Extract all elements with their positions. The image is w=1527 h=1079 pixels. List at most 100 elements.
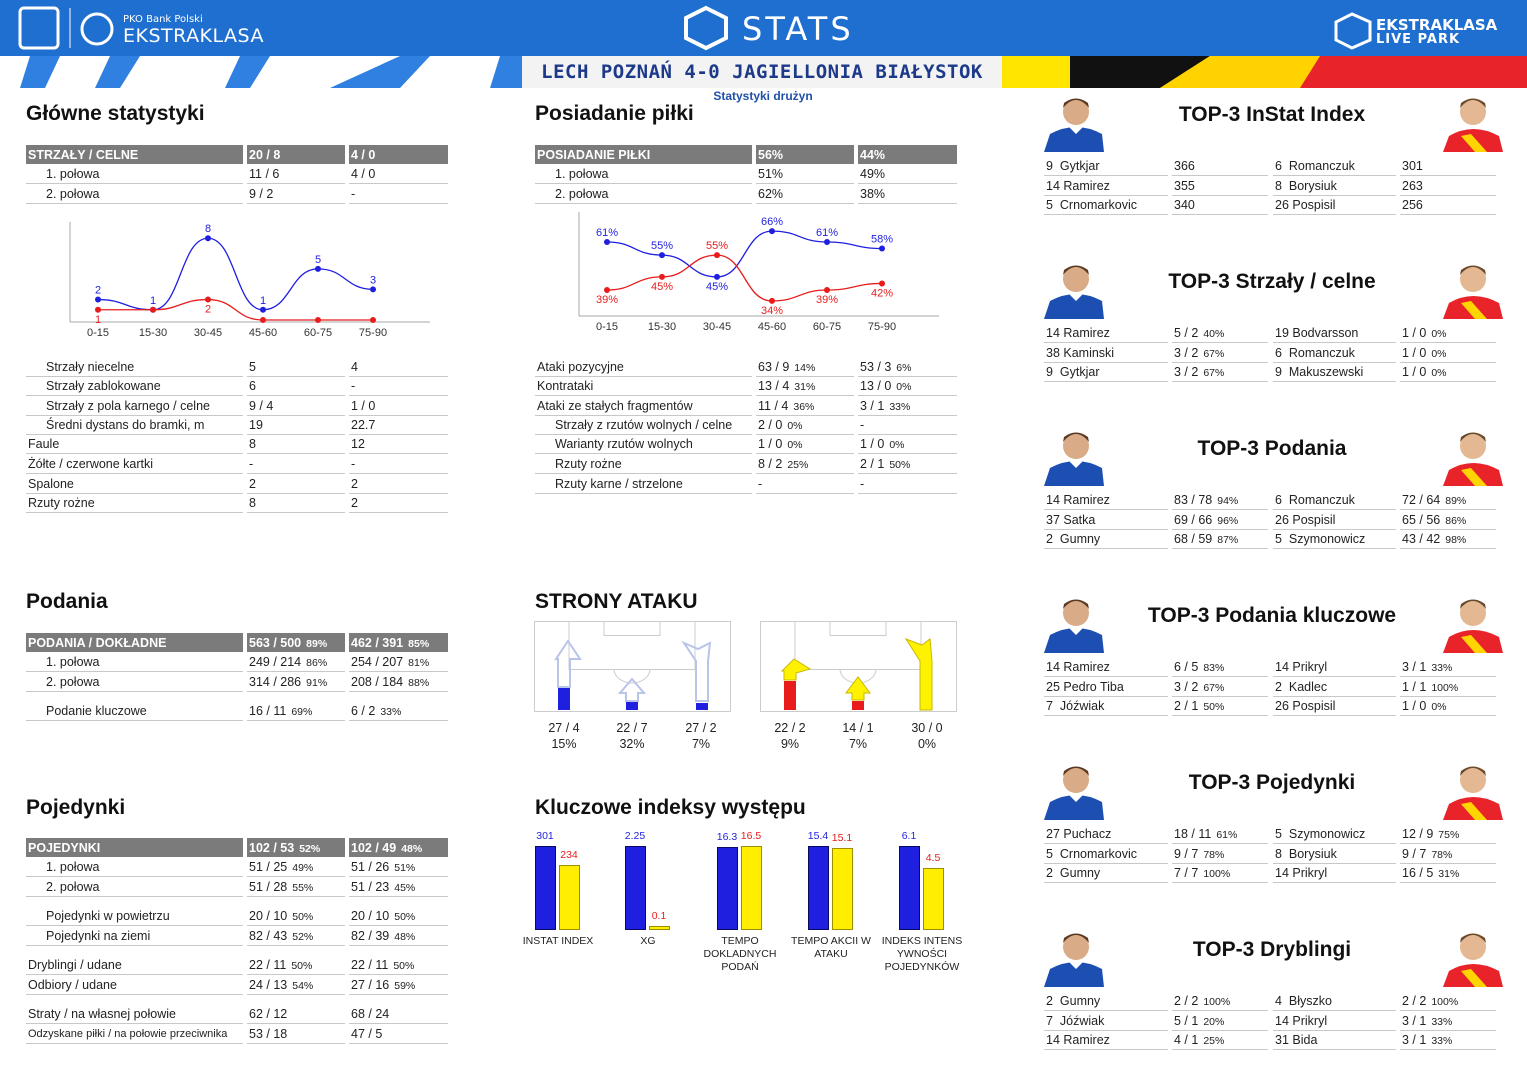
data-point bbox=[205, 296, 211, 303]
table-row: 1. połowa 249 / 214 86% 254 / 207 81% bbox=[26, 653, 448, 672]
player-value: 3 / 2 bbox=[1174, 365, 1199, 379]
player-percent: 33% bbox=[1431, 1015, 1453, 1028]
home-bar bbox=[808, 846, 829, 930]
player-percent: 78% bbox=[1203, 848, 1225, 861]
table-cell: - bbox=[349, 185, 448, 204]
top3-cell: 6 Romanczuk bbox=[1273, 157, 1396, 176]
cell-value: 16 / 11 bbox=[249, 704, 287, 718]
cell-value: 208 / 184 bbox=[351, 674, 404, 689]
cell-percent: 85% bbox=[408, 638, 430, 650]
tick-label: 75-90 bbox=[359, 327, 387, 339]
cell-percent: 88% bbox=[408, 676, 430, 689]
data-label: 66% bbox=[761, 216, 783, 228]
player-value: 65 / 56 bbox=[1402, 512, 1441, 527]
attack-stat: 27 / 2 7% bbox=[671, 720, 731, 752]
top3-row: 38 Kaminski 3 / 2 67% 6 Romanczuk 1 / 0 0% bbox=[1044, 344, 1496, 363]
player-percent: 20% bbox=[1203, 1015, 1225, 1028]
player-value: 3 / 2 bbox=[1174, 345, 1199, 360]
cell-percent: 50% bbox=[394, 911, 416, 923]
top3-cell: 43 / 42 98% bbox=[1400, 530, 1496, 549]
data-point bbox=[150, 306, 156, 313]
cell-value: 22 / 11 bbox=[249, 958, 287, 972]
table-row: 1. połowa 51 / 25 49% 51 / 26 51% bbox=[26, 858, 448, 877]
series-line bbox=[97, 237, 374, 311]
top3-cell: 340 bbox=[1172, 196, 1268, 215]
top3-cell: 37 Satka bbox=[1044, 511, 1168, 530]
table-cell: 82 / 43 52% bbox=[247, 927, 345, 946]
table-cell: 6 bbox=[247, 377, 345, 396]
top3-row: 5 Crnomarkovic 9 / 7 78% 8 Borysiuk 9 / 7 78% bbox=[1044, 845, 1496, 864]
top3-table: 2 Gumny 2 / 2 100% 4 Błyszko 2 / 2 100% 7 Jóźw… bbox=[1044, 992, 1496, 1052]
table-cell: 1 / 0 0% bbox=[858, 435, 957, 454]
cell-value: 3 / 1 bbox=[860, 399, 885, 413]
away-value: 16.5 bbox=[740, 830, 762, 842]
table-cell: 11 / 6 bbox=[247, 165, 345, 184]
top3-cell: 83 / 78 94% bbox=[1172, 491, 1268, 510]
home-value: 15.4 bbox=[807, 830, 829, 842]
table-cell: 2. połowa bbox=[26, 185, 243, 204]
player-value: 83 / 78 bbox=[1174, 493, 1213, 507]
table-cell: Rzuty rożne bbox=[535, 455, 752, 474]
player-value: 18 / 11 bbox=[1174, 827, 1212, 841]
table-row: Rzuty rożne 8 / 2 25% 2 / 1 50% bbox=[535, 455, 957, 474]
player-value: 1 / 1 bbox=[1402, 679, 1427, 694]
table-cell: 13 / 4 31% bbox=[756, 377, 854, 396]
data-label: 55% bbox=[651, 240, 673, 252]
player-percent: 75% bbox=[1438, 829, 1460, 841]
tick-label: 75-90 bbox=[868, 321, 896, 333]
data-label: 39% bbox=[816, 294, 838, 306]
table-cell: 38% bbox=[858, 185, 957, 204]
index-label: TEMPO AKCII W ATAKU bbox=[791, 935, 871, 960]
data-label: 1 bbox=[260, 295, 266, 307]
player-value: 301 bbox=[1402, 159, 1423, 173]
possession-line-chart: 61% 55% 45% 66% 61% 58% 39% 45% 55% 34% 39% 42% 0-15… bbox=[578, 212, 939, 333]
table-cell: 3 / 1 33% bbox=[858, 397, 957, 416]
top3-cell: 3 / 1 33% bbox=[1400, 1031, 1496, 1050]
table-cell: 19 bbox=[247, 416, 345, 435]
player-value: 72 / 64 bbox=[1402, 493, 1441, 507]
cell-value: 53 / 18 bbox=[249, 1026, 288, 1041]
attack-count: 27 / 2 bbox=[685, 721, 717, 735]
player-value: 3 / 1 bbox=[1402, 660, 1427, 674]
home-bar bbox=[899, 846, 920, 930]
top3-cell: 1 / 1 100% bbox=[1400, 678, 1496, 697]
player-percent: 40% bbox=[1203, 328, 1225, 340]
away-player-photo bbox=[1441, 758, 1503, 820]
home-value: 301 bbox=[536, 830, 554, 842]
table-cell: 1. połowa bbox=[535, 165, 752, 184]
player-percent: 96% bbox=[1217, 514, 1239, 527]
table-cell: Średni dystans do bramki, m bbox=[26, 416, 243, 435]
table-cell: 4 / 0 bbox=[349, 145, 448, 164]
top3-cell: 19 Bodvarsson bbox=[1273, 324, 1396, 343]
player-value: 3 / 1 bbox=[1402, 1033, 1427, 1047]
player-value: 4 / 1 bbox=[1174, 1033, 1199, 1047]
table-cell: Dryblingi / udane bbox=[26, 956, 243, 975]
away-bar bbox=[559, 864, 580, 930]
top3-title: TOP-3 Pojedynki bbox=[1188, 771, 1356, 794]
cell-value: 249 / 214 bbox=[249, 655, 302, 669]
table-cell: 20 / 10 50% bbox=[349, 907, 448, 926]
data-point bbox=[604, 287, 610, 293]
cell-value: 47 / 5 bbox=[351, 1026, 383, 1041]
top3-cell: 5 / 1 20% bbox=[1172, 1012, 1268, 1031]
top3-cell: 9 Gytkjar bbox=[1044, 157, 1168, 176]
data-point bbox=[659, 273, 665, 280]
top3-cell: 25 Pedro Tiba bbox=[1044, 678, 1168, 697]
attack-count: 30 / 0 bbox=[911, 721, 943, 735]
header-graphic bbox=[0, 0, 1527, 88]
table-row: Faule 8 12 bbox=[26, 435, 448, 454]
top3-cell: 2 Gumny bbox=[1044, 530, 1168, 549]
top3-title: TOP-3 Podania kluczowe bbox=[1147, 604, 1397, 627]
top3-row: 2 Gumny 68 / 59 87% 5 Szymonowicz 43 / 42 98% bbox=[1044, 530, 1496, 549]
player-percent: 100% bbox=[1431, 681, 1459, 694]
table-cell: 20 / 10 50% bbox=[247, 907, 345, 926]
table-cell: 22 / 11 50% bbox=[349, 956, 448, 975]
table-cell: 51% bbox=[756, 165, 854, 184]
data-point bbox=[260, 306, 266, 313]
table-cell: 2. połowa bbox=[535, 185, 752, 204]
top3-table: 9 Gytkjar 366 6 Romanczuk 301 14 Ramirez 355 8… bbox=[1044, 157, 1496, 217]
table-row: 1. połowa 51% 49% bbox=[535, 165, 957, 184]
top3-cell: 27 Puchacz bbox=[1044, 825, 1168, 844]
